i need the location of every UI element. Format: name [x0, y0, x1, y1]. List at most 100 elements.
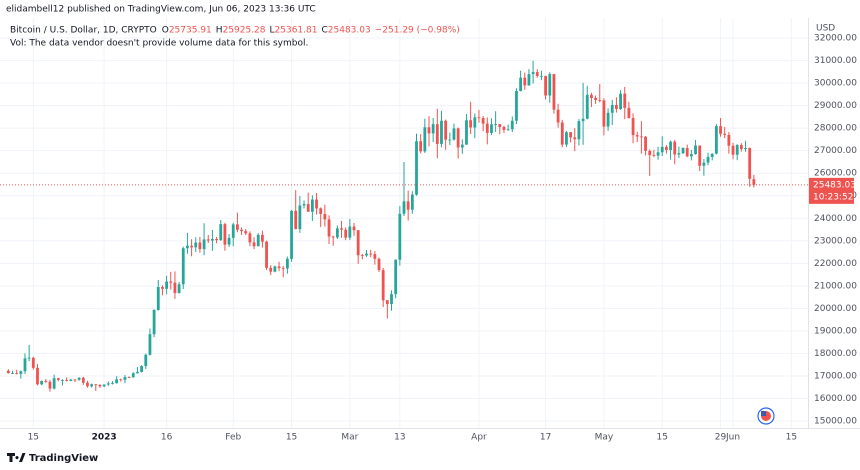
candle-body: [490, 124, 493, 133]
candle-body: [36, 367, 39, 385]
candle-body: [556, 109, 560, 123]
candle-body: [298, 205, 302, 230]
candle-body: [140, 366, 144, 372]
candle-body: [652, 155, 656, 156]
flag-icon: [757, 407, 775, 425]
candle-body: [594, 97, 597, 100]
candle-body: [527, 74, 531, 86]
candle-body: [281, 268, 285, 269]
candle-body: [619, 93, 622, 110]
candle-body: [27, 357, 31, 359]
candle-body: [673, 141, 677, 155]
candle-body: [723, 133, 727, 135]
candle-body: [560, 122, 564, 145]
candle-body: [585, 94, 589, 119]
published-line: elidambell12 published on TradingView.co…: [6, 5, 316, 15]
candle-body: [423, 127, 427, 152]
candle-body: [252, 242, 256, 247]
candle-body: [44, 380, 48, 382]
candle-body: [369, 253, 373, 255]
x-tick-label: 15: [28, 433, 39, 443]
candle-body: [385, 300, 389, 305]
candle-body: [427, 127, 431, 134]
candle-body: [698, 145, 702, 166]
candle-body: [410, 194, 414, 210]
x-tick-label: Jun: [725, 433, 740, 443]
candle-body: [144, 354, 148, 367]
candle-body: [186, 245, 189, 249]
candle-body: [236, 224, 239, 230]
candle-body: [735, 145, 739, 155]
candle-body: [223, 224, 227, 245]
y-tick-label: 23000.00: [814, 236, 857, 246]
candle-body: [365, 253, 368, 256]
candle-body: [131, 373, 135, 378]
candle-body: [590, 94, 593, 98]
last-price-box: [809, 177, 854, 204]
x-tick-label: Apr: [471, 433, 487, 443]
candle-body: [310, 199, 314, 212]
candle-body: [165, 281, 168, 289]
candle-body: [31, 357, 35, 368]
y-tick-label: 18000.00: [814, 349, 857, 359]
candle-body: [540, 75, 543, 77]
candle-body: [119, 379, 123, 381]
candle-body: [348, 226, 352, 238]
candle-body: [356, 230, 360, 256]
candle-body: [431, 124, 435, 134]
candle-body: [48, 381, 52, 389]
candle-body: [569, 132, 572, 138]
candle-body: [577, 121, 581, 140]
symbol-title: Bitcoin / U.S. Dollar, 1D, CRYPTO: [10, 26, 157, 36]
candle-body: [102, 384, 106, 387]
candle-body: [265, 241, 268, 268]
candle-body: [273, 266, 277, 272]
candle-body: [319, 208, 323, 214]
flag-icon-canton: [761, 411, 766, 416]
candle-body: [602, 100, 606, 127]
candle-body: [294, 210, 298, 230]
candles: [0, 60, 808, 392]
candle-body: [706, 156, 710, 163]
candle-body: [648, 150, 652, 156]
candle-body: [360, 255, 364, 257]
candle-body: [456, 128, 460, 148]
candle-body: [494, 124, 498, 125]
candle-body: [444, 120, 448, 140]
candle-body: [565, 132, 568, 145]
candle-body: [714, 126, 718, 154]
candle-body: [227, 237, 231, 245]
y-tick-label: 16000.00: [814, 394, 857, 404]
candle-body: [11, 373, 14, 374]
y-tick-label: 26000.00: [814, 169, 857, 179]
candle-body: [390, 294, 393, 305]
candle-body: [415, 141, 418, 195]
candle-body: [435, 124, 439, 144]
candle-body: [206, 239, 210, 241]
candle-body: [335, 228, 339, 238]
candle-body: [111, 383, 114, 384]
candle-body: [211, 238, 214, 241]
candle-body: [86, 382, 89, 387]
candle-body: [244, 231, 248, 234]
candle-body: [465, 120, 468, 145]
candle-body: [485, 123, 489, 133]
candle-body: [194, 242, 198, 248]
y-tick-label: 20000.00: [814, 304, 857, 314]
candle-body: [664, 146, 668, 151]
x-tick-label: 15: [286, 433, 297, 443]
y-tick-label: 27000.00: [814, 146, 857, 156]
candle-body: [56, 378, 60, 381]
candle-body: [519, 77, 523, 91]
candle-body: [515, 90, 518, 121]
candle-body: [702, 162, 706, 166]
y-tick-label: 19000.00: [814, 326, 857, 336]
candle-body: [531, 72, 535, 75]
logo-mark: [7, 453, 26, 462]
ohlc-value: 25925.28: [223, 26, 266, 36]
candle-body: [260, 234, 264, 242]
candle-body: [277, 266, 281, 269]
ohlc-prefix: O: [162, 26, 169, 36]
volume-note: Vol: The data vendor doesn't provide vol…: [10, 39, 308, 49]
